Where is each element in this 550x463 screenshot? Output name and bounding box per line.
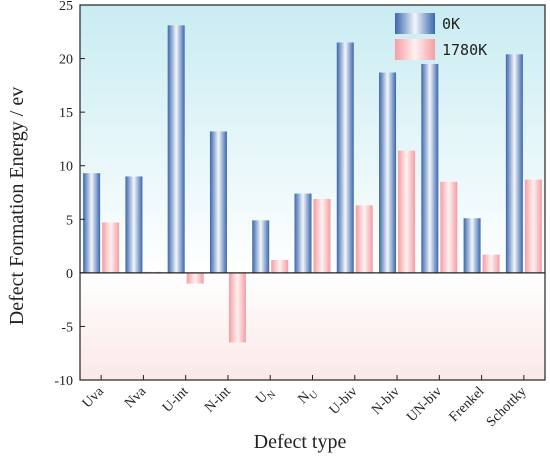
bar-1780k-4 <box>271 260 289 273</box>
y-tick-label: 0 <box>66 267 73 282</box>
bar-0k-2 <box>167 25 185 273</box>
bar-0k-5 <box>294 193 312 273</box>
legend: 0K 1780K <box>395 13 487 60</box>
x-axis-title: Defect type <box>254 431 347 453</box>
negative-region <box>80 272 545 380</box>
y-tick-label: -10 <box>54 374 73 389</box>
x-tick-label: N-int <box>202 384 234 416</box>
y-tick-label: -5 <box>61 320 73 335</box>
x-tick-label: UN <box>253 384 278 409</box>
bar-1780k-9 <box>482 254 500 273</box>
legend-label-0k: 0K <box>442 15 460 33</box>
y-tick-label: 25 <box>59 0 73 14</box>
bar-1780k-3 <box>228 272 246 343</box>
bar-0k-4 <box>252 220 270 273</box>
bar-0k-10 <box>505 54 523 273</box>
x-tick-label: U-int <box>160 384 192 416</box>
bar-1780k-5 <box>313 198 331 273</box>
y-axis: -10 -5 0 5 10 15 20 25 <box>54 0 85 389</box>
bar-0k-8 <box>421 63 439 273</box>
y-tick-label: 20 <box>59 53 73 68</box>
x-tick-label: NU <box>295 384 321 410</box>
bar-1780k-2 <box>186 272 204 284</box>
x-tick-label: U-biv <box>327 384 361 418</box>
bar-1780k-10 <box>524 179 542 273</box>
bar-0k-6 <box>336 42 354 273</box>
bar-0k-1 <box>125 176 143 273</box>
x-tick-label: UN-biv <box>404 384 445 425</box>
y-tick-label: 5 <box>66 213 73 228</box>
y-tick-label: 10 <box>59 160 73 175</box>
bar-0k-3 <box>209 131 227 273</box>
legend-swatch-1780k <box>395 39 435 60</box>
bar-1780k-8 <box>440 181 458 273</box>
x-axis: Uva Nva U-int N-int UN NU U-biv N-biv UN-biv Fren… <box>80 375 530 430</box>
y-tick-label: 15 <box>59 106 73 121</box>
plot-background <box>80 5 545 380</box>
y-axis-title: Defect Formation Energy / ev <box>6 87 28 325</box>
x-tick-label: N-biv <box>369 384 403 418</box>
x-tick-label: Nva <box>122 384 150 412</box>
x-tick-label: Uva <box>80 384 108 412</box>
x-tick-label: Frenkel <box>447 384 488 425</box>
legend-label-1780k: 1780K <box>442 41 487 59</box>
bar-1780k-0 <box>102 222 120 273</box>
bar-0k-9 <box>463 218 481 273</box>
x-tick-label: Schottky <box>484 384 530 430</box>
bar-0k-0 <box>83 173 101 273</box>
legend-swatch-0k <box>395 13 435 34</box>
bar-1780k-7 <box>398 150 416 273</box>
bar-1780k-6 <box>355 205 373 273</box>
bar-group <box>83 25 542 343</box>
bar-0k-7 <box>379 72 397 273</box>
